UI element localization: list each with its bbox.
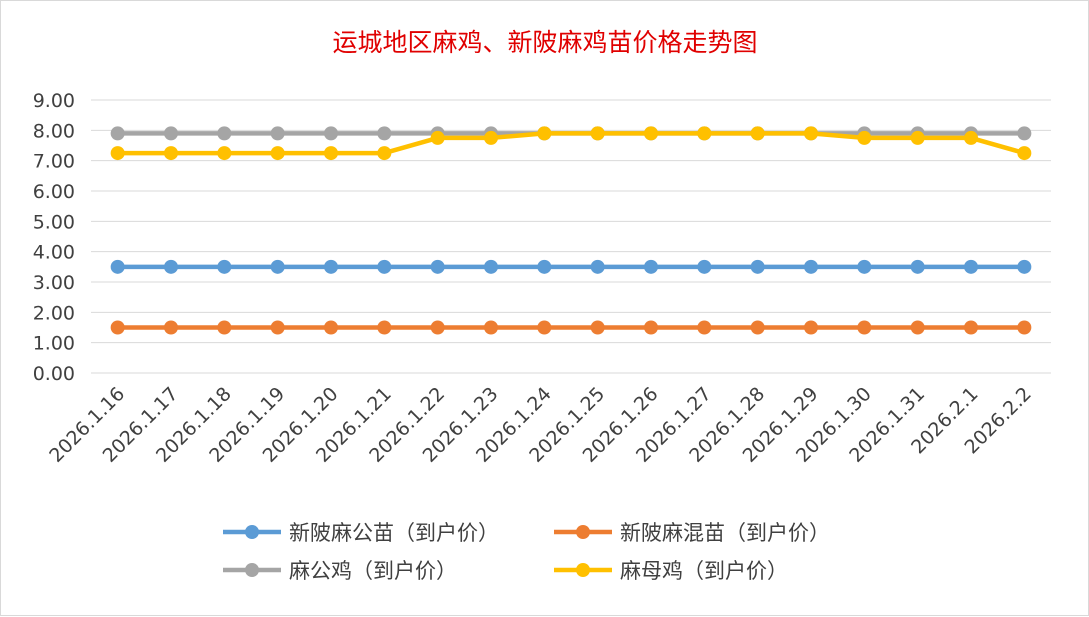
- data-point: [217, 146, 232, 161]
- data-point: [484, 130, 498, 145]
- series-1: [110, 259, 1032, 274]
- data-point: [804, 126, 818, 141]
- legend-item: 新陂麻混苗（到户价）: [554, 521, 830, 545]
- data-point: [697, 126, 712, 141]
- y-tick-label: 4.00: [33, 242, 75, 264]
- data-point: [270, 320, 285, 335]
- data-point: [750, 259, 765, 274]
- data-point: [644, 259, 658, 274]
- y-tick-label: 3.00: [33, 272, 75, 294]
- data-point: [217, 259, 232, 274]
- data-point: [484, 320, 498, 335]
- y-tick-label: 9.00: [33, 90, 75, 112]
- data-point: [537, 126, 552, 141]
- data-point: [964, 130, 978, 145]
- data-point: [110, 146, 125, 161]
- data-point: [910, 259, 925, 274]
- data-point: [217, 126, 232, 141]
- data-point: [164, 146, 178, 161]
- data-point: [164, 259, 178, 274]
- data-point: [910, 320, 925, 335]
- data-point: [324, 146, 338, 161]
- data-point: [377, 320, 392, 335]
- legend-swatch-marker: [576, 525, 590, 539]
- data-point: [644, 320, 658, 335]
- y-tick-label: 5.00: [33, 211, 75, 233]
- series-line: [115, 131, 1027, 156]
- y-axis-ticks: 0.00 1.00 2.00 3.00 4.00 5.00 6.00 7.00 8.00 9.00: [33, 90, 75, 385]
- data-point: [910, 130, 925, 145]
- data-point: [324, 259, 338, 274]
- y-tick-label: 1.00: [33, 333, 75, 355]
- data-point: [377, 259, 392, 274]
- data-point: [590, 320, 605, 335]
- data-point: [484, 259, 498, 274]
- data-point: [110, 259, 125, 274]
- data-point: [430, 130, 445, 145]
- legend-swatch-marker: [245, 525, 259, 539]
- data-point: [697, 320, 712, 335]
- data-point: [750, 126, 765, 141]
- data-point: [590, 126, 605, 141]
- data-point: [857, 130, 872, 145]
- y-tick-label: 6.00: [33, 181, 75, 203]
- y-tick-label: 7.00: [33, 151, 75, 173]
- data-point: [217, 320, 232, 335]
- data-point: [110, 320, 125, 335]
- data-point: [537, 320, 552, 335]
- legend-label: 新陂麻混苗（到户价）: [620, 521, 830, 545]
- data-point: [1017, 126, 1032, 141]
- y-tick-label: 8.00: [33, 120, 75, 142]
- legend-item: 麻母鸡（到户价）: [554, 559, 788, 583]
- y-tick-label: 2.00: [33, 302, 75, 324]
- legend-label: 新陂麻公苗（到户价）: [289, 521, 499, 545]
- series-2: [110, 320, 1032, 335]
- data-point: [644, 126, 658, 141]
- data-point: [964, 320, 978, 335]
- data-point: [857, 259, 872, 274]
- legend-item: 新陂麻公苗（到户价）: [223, 521, 499, 545]
- data-point: [430, 259, 445, 274]
- data-point: [110, 126, 125, 141]
- data-point: [270, 259, 285, 274]
- chart-title: 运城地区麻鸡、新陂麻鸡苗价格走势图: [332, 28, 757, 57]
- data-point: [377, 146, 392, 161]
- data-point: [324, 126, 338, 141]
- legend-label: 麻母鸡（到户价）: [620, 559, 788, 583]
- data-point: [1017, 259, 1032, 274]
- x-axis-ticks: 2026.1.162026.1.172026.1.182026.1.192026…: [45, 383, 1036, 467]
- legend-label: 麻公鸡（到户价）: [289, 559, 457, 583]
- y-tick-label: 0.00: [33, 363, 75, 385]
- legend: 新陂麻公苗（到户价） 新陂麻混苗（到户价） 麻公鸡（到户价） 麻母鸡（到户价）: [223, 521, 830, 583]
- data-point: [324, 320, 338, 335]
- data-point: [537, 259, 552, 274]
- data-point: [590, 259, 605, 274]
- data-point: [1017, 146, 1032, 161]
- legend-swatch-marker: [245, 563, 259, 577]
- data-point: [804, 259, 818, 274]
- data-point: [804, 320, 818, 335]
- data-point: [697, 259, 712, 274]
- data-point: [270, 126, 285, 141]
- data-point: [1017, 320, 1032, 335]
- data-point: [164, 320, 178, 335]
- data-point: [430, 320, 445, 335]
- series-4: [110, 126, 1032, 161]
- data-point: [750, 320, 765, 335]
- data-point: [964, 259, 978, 274]
- legend-swatch-marker: [576, 563, 590, 577]
- data-point: [164, 126, 178, 141]
- legend-item: 麻公鸡（到户价）: [223, 559, 457, 583]
- series-layer: [110, 126, 1032, 335]
- data-point: [377, 126, 392, 141]
- data-point: [857, 320, 872, 335]
- data-point: [270, 146, 285, 161]
- gridlines: [91, 99, 1051, 374]
